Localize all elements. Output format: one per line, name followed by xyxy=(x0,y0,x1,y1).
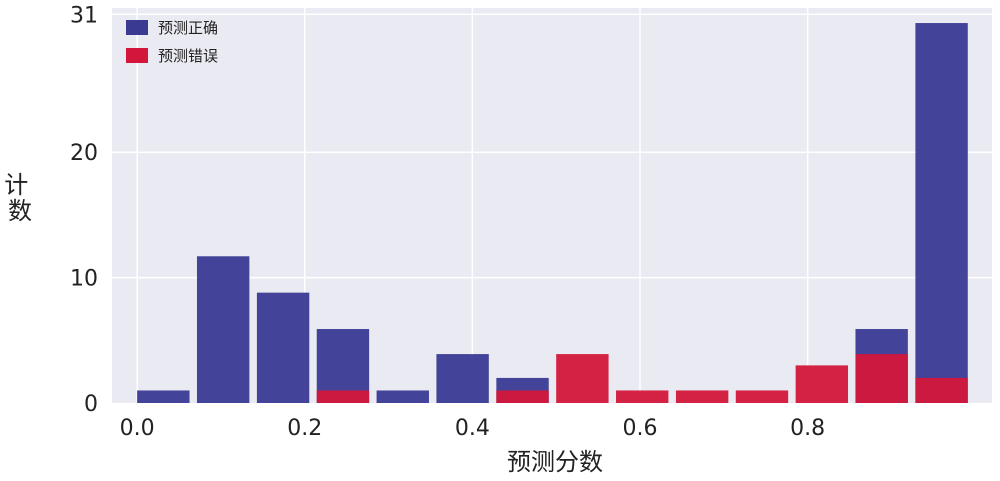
grid-lines xyxy=(112,8,992,403)
bar-correct xyxy=(256,292,310,403)
y-tick-label: 20 xyxy=(70,141,98,166)
x-tick-label: 0.4 xyxy=(455,416,490,441)
y-tick-labels: 0 10 20 31 xyxy=(70,3,98,417)
y-tick-label: 0 xyxy=(84,392,98,417)
bar-incorrect xyxy=(616,390,669,403)
bar-incorrect xyxy=(735,390,789,403)
x-tick-label: 0.6 xyxy=(623,416,658,441)
bar-incorrect xyxy=(496,390,549,403)
bar-incorrect xyxy=(556,354,609,403)
bar-correct xyxy=(915,23,968,404)
legend-label-correct: 预测正确 xyxy=(158,19,218,37)
legend: 预测正确 预测错误 xyxy=(126,19,218,65)
y-tick-label: 31 xyxy=(70,3,98,28)
y-tick-label: 10 xyxy=(70,267,98,292)
x-tick-label: 0.2 xyxy=(287,416,322,441)
bar-incorrect xyxy=(675,390,729,403)
bars xyxy=(137,23,968,404)
bar-incorrect xyxy=(915,377,968,403)
bar-correct xyxy=(196,256,250,403)
bar-correct xyxy=(376,390,429,403)
bar-incorrect xyxy=(855,354,908,403)
bar-incorrect xyxy=(316,390,370,403)
legend-swatch-correct xyxy=(126,20,148,35)
y-axis-label-char-2: 数 xyxy=(8,197,32,225)
x-tick-label: 0.8 xyxy=(790,416,825,441)
bar-correct xyxy=(137,390,190,403)
bar-correct xyxy=(436,354,489,403)
bar-incorrect xyxy=(795,365,849,403)
x-tick-label: 0.0 xyxy=(120,416,155,441)
y-axis-label-char-1: 计 xyxy=(4,171,28,199)
legend-label-incorrect: 预测错误 xyxy=(158,47,218,65)
legend-swatch-incorrect xyxy=(126,48,148,63)
x-axis-label: 预测分数 xyxy=(507,448,603,476)
x-tick-labels: 0.0 0.2 0.4 0.6 0.8 xyxy=(120,416,825,441)
y-axis-label: 计 数 xyxy=(4,171,36,225)
